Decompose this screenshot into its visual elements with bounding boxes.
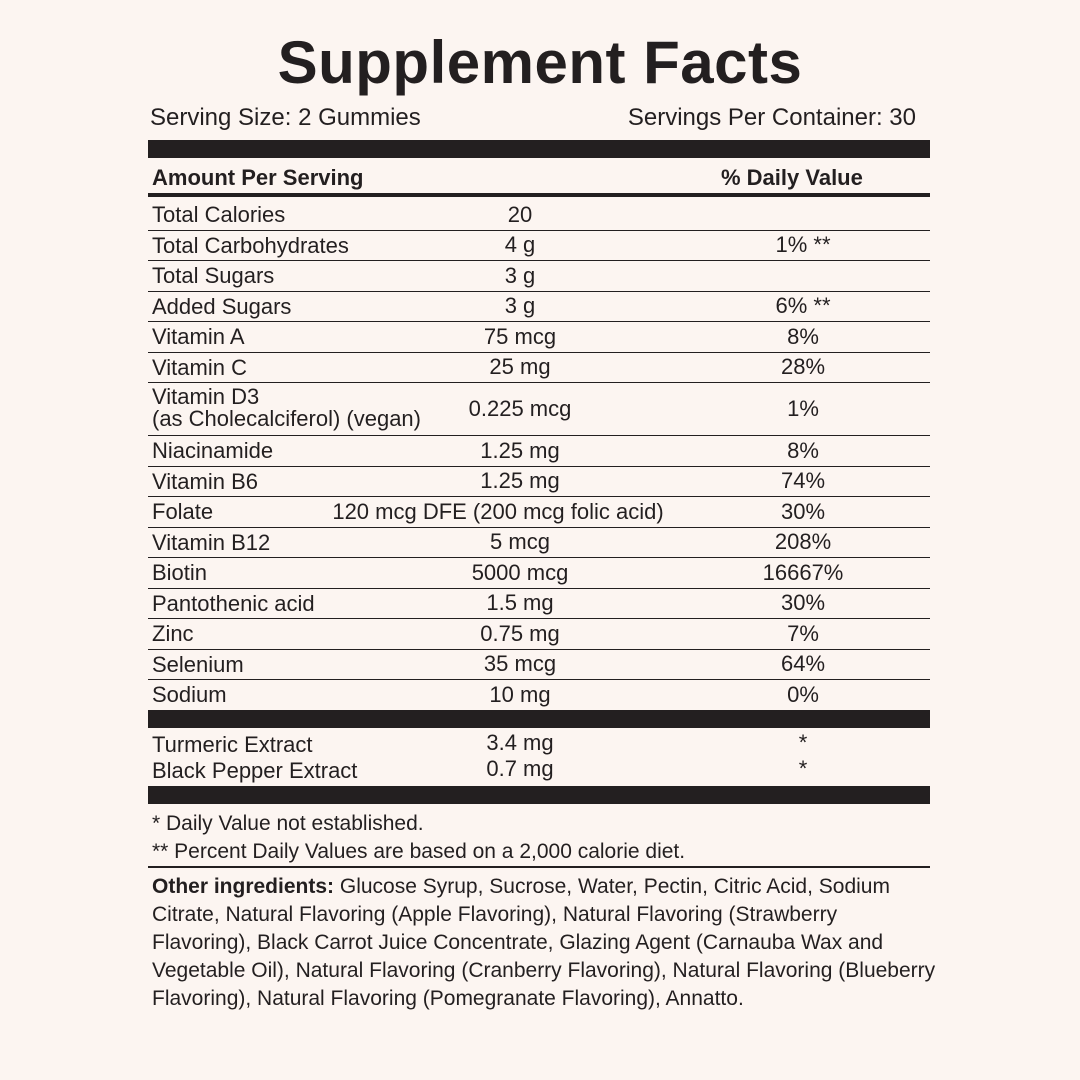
nutrient-amount: 10 mg bbox=[489, 682, 551, 708]
nutrient-amount: 0.7 mg bbox=[486, 756, 554, 781]
nutrient-name: Total Sugars bbox=[152, 263, 275, 288]
table-row: Total Carbohydrates 4 g 1% ** bbox=[148, 231, 930, 261]
nutrient-dv: 30% bbox=[780, 498, 826, 524]
nutrient-amount: 1.5 mg bbox=[486, 590, 554, 616]
nutrient-amount: 5000 mcg bbox=[471, 559, 569, 585]
servings-per-container: Servings Per Container: 30 bbox=[627, 104, 916, 131]
nutrient-dv: 74% bbox=[780, 468, 826, 494]
nutrient-dv: 8% bbox=[787, 437, 819, 463]
serving-size: Serving Size: 2 Gummies bbox=[150, 104, 421, 131]
nutrient-dv: 1% bbox=[787, 396, 819, 421]
nutrient-name: Black Pepper Extract bbox=[152, 758, 358, 783]
footnote-dv: * Daily Value not established. bbox=[152, 812, 424, 835]
table-row: Vitamin B6 1.25 mg 74% bbox=[148, 467, 930, 497]
divider bbox=[148, 866, 930, 868]
nutrient-name: Turmeric Extract bbox=[152, 732, 313, 757]
table-row: Total Sugars 3 g bbox=[148, 261, 930, 292]
nutrient-name: Vitamin B12 bbox=[152, 529, 271, 555]
nutrient-name: Zinc bbox=[152, 621, 194, 646]
nutrient-amount: 3 g bbox=[504, 293, 536, 319]
table-row: Vitamin D3 (as Cholecalciferol) (vegan) 0… bbox=[148, 383, 930, 436]
footnote-percent: ** Percent Daily Values are based on a 2… bbox=[152, 840, 686, 863]
table-row: Vitamin A 75 mcg 8% bbox=[148, 322, 930, 353]
nutrient-amount: 0.75 mg bbox=[480, 620, 560, 646]
thick-divider bbox=[148, 710, 930, 728]
thick-divider bbox=[148, 786, 930, 804]
serving-info: Serving Size: 2 Gummies Servings Per Con… bbox=[150, 104, 916, 132]
nutrient-dv: 7% bbox=[787, 620, 819, 646]
nutrient-amount: 120 mcg DFE (200 mcg folic acid) bbox=[332, 498, 664, 524]
table-row: Added Sugars 3 g 6% ** bbox=[148, 292, 930, 322]
nutrient-name: Vitamin B6 bbox=[152, 468, 258, 494]
extras-table: Turmeric Extract 3.4 mg * Black Pepper Ex… bbox=[148, 730, 930, 782]
nutrient-dv: 16667% bbox=[762, 559, 844, 585]
nutrient-name: Selenium bbox=[152, 651, 244, 677]
table-row: Niacinamide 1.25 mg 8% bbox=[148, 436, 930, 467]
nutrient-name: Biotin bbox=[152, 560, 208, 585]
table-row: Black Pepper Extract 0.7 mg * bbox=[148, 756, 930, 782]
nutrient-amount: 35 mcg bbox=[483, 651, 557, 677]
nutrient-name-detail: (as Cholecalciferol) (vegan) bbox=[152, 406, 421, 431]
nutrient-amount: 3 g bbox=[504, 262, 536, 288]
nutrient-dv: * bbox=[798, 756, 808, 781]
table-row: Turmeric Extract 3.4 mg * bbox=[148, 730, 930, 756]
table-row: Vitamin C 25 mg 28% bbox=[148, 353, 930, 383]
nutrient-name: Total Calories bbox=[152, 202, 286, 227]
nutrient-table: Total Calories 20 Total Carbohydrates 4 … bbox=[148, 200, 930, 711]
dv-header: % Daily Value bbox=[721, 165, 863, 190]
table-row: Vitamin B12 5 mcg 208% bbox=[148, 528, 930, 558]
nutrient-name: Vitamin A bbox=[152, 324, 245, 349]
table-row: Total Calories 20 bbox=[148, 200, 930, 231]
nutrient-dv: 208% bbox=[774, 529, 832, 555]
nutrient-name: Sodium bbox=[152, 682, 227, 707]
nutrient-name: Folate bbox=[152, 499, 214, 524]
nutrient-amount: 75 mcg bbox=[483, 323, 557, 349]
nutrient-amount: 20 bbox=[507, 201, 533, 227]
amount-header: Amount Per Serving bbox=[152, 165, 364, 190]
other-ingredients-text: Glucose Syrup, Sucrose, Water, Pectin, C… bbox=[152, 875, 936, 1010]
nutrient-amount: 1.25 mg bbox=[480, 468, 560, 494]
table-header: Amount Per Serving % Daily Value bbox=[148, 163, 930, 197]
nutrient-amount: 4 g bbox=[504, 232, 536, 258]
page-title: Supplement Facts bbox=[277, 29, 803, 96]
nutrient-dv: 6% ** bbox=[775, 293, 831, 319]
nutrient-amount: 5 mcg bbox=[490, 529, 550, 555]
table-row: Sodium 10 mg 0% bbox=[148, 680, 930, 711]
nutrient-dv: 64% bbox=[780, 651, 826, 677]
other-ingredients: Other ingredients: Glucose Syrup, Sucros… bbox=[152, 873, 942, 1013]
other-ingredients-label: Other ingredients: bbox=[152, 875, 335, 898]
table-row: Biotin 5000 mcg 16667% bbox=[148, 558, 930, 589]
nutrient-dv: 8% bbox=[787, 323, 819, 349]
nutrient-dv: 30% bbox=[780, 590, 826, 616]
nutrient-name: Niacinamide bbox=[152, 438, 274, 463]
nutrient-name: Vitamin C bbox=[152, 354, 247, 380]
nutrient-name: Pantothenic acid bbox=[152, 590, 315, 616]
nutrient-dv: 0% bbox=[787, 682, 819, 708]
nutrient-name: Vitamin D3 bbox=[152, 384, 260, 409]
table-row: Selenium 35 mcg 64% bbox=[148, 650, 930, 680]
nutrient-amount: 1.25 mg bbox=[480, 437, 560, 463]
thick-divider bbox=[148, 140, 930, 158]
nutrient-name: Added Sugars bbox=[152, 293, 292, 319]
nutrient-amount: 25 mg bbox=[489, 354, 551, 380]
nutrient-amount: 3.4 mg bbox=[486, 730, 554, 755]
nutrient-dv: 1% ** bbox=[775, 232, 831, 258]
table-row: Pantothenic acid 1.5 mg 30% bbox=[148, 589, 930, 619]
table-row: Zinc 0.75 mg 7% bbox=[148, 619, 930, 650]
nutrient-name: Total Carbohydrates bbox=[152, 232, 349, 258]
table-row: Folate 120 mcg DFE (200 mcg folic acid) … bbox=[148, 497, 930, 528]
nutrient-amount: 0.225 mcg bbox=[468, 396, 572, 421]
nutrient-dv: 28% bbox=[780, 354, 826, 380]
nutrient-dv: * bbox=[798, 730, 808, 755]
